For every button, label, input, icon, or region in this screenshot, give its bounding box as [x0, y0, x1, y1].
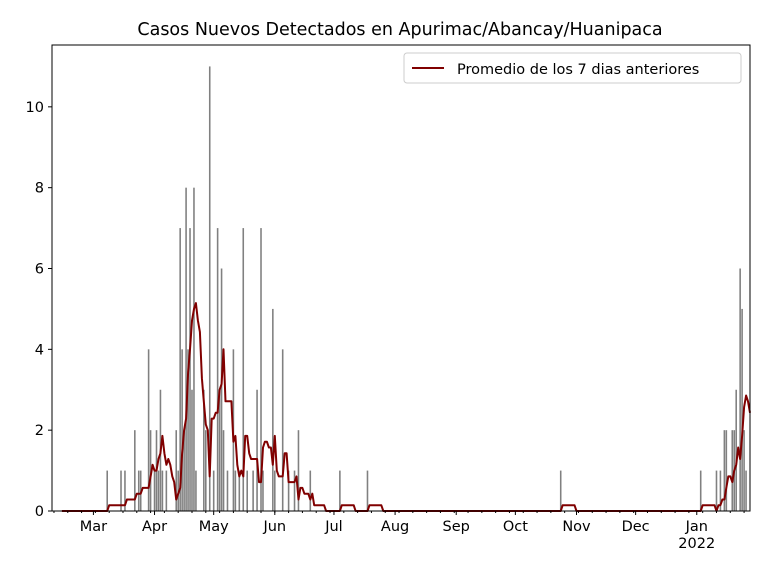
chart-title: Casos Nuevos Detectados en Apurimac/Aban… [137, 20, 662, 40]
bar-2021-10-24 [559, 470, 562, 511]
bar-2021-04-26 [203, 389, 205, 511]
plot-frame [51, 44, 751, 512]
bar-2021-03-22 [134, 430, 136, 511]
bar-2021-05-08 [226, 470, 229, 511]
bar-2022-01-13 [719, 470, 722, 511]
bar-2021-05-23 [256, 389, 258, 511]
bars-group [106, 66, 747, 511]
bar-2021-06-11 [293, 470, 296, 511]
x-tick-label: May [199, 519, 229, 535]
bar-2021-04-12 [175, 430, 178, 511]
bar-2021-05-31 [272, 308, 274, 511]
bar-2022-01-25 [743, 430, 745, 511]
bar-2021-04-22 [195, 470, 197, 511]
bar-2021-03-30 [149, 430, 152, 511]
bar-2021-05-18 [246, 470, 248, 511]
legend-label: Promedio de los 7 dias anteriores [457, 62, 699, 78]
y-tick-label: 6 [35, 262, 44, 278]
bar-2021-05-25 [260, 228, 262, 511]
bar-2021-06-01 [274, 470, 276, 511]
x-tick-label: Mar [80, 519, 107, 535]
bar-2021-04-18 [187, 349, 189, 511]
bar-2021-05-12 [234, 470, 237, 511]
bar-2021-04-14 [179, 228, 181, 511]
bar-2021-03-17 [124, 470, 126, 511]
bar-2021-03-15 [120, 470, 122, 511]
x-tick-label: Jan 2022 [678, 519, 715, 552]
x-tick-label: Jul [324, 519, 343, 535]
bar-2021-04-20 [191, 389, 193, 511]
bar-2021-04-29 [208, 66, 211, 511]
y-tick-label: 10 [26, 100, 44, 116]
x-axis: Mar Apr May Jun Jul Aug Sep Oct Nov Dec Jan 2022 [53, 511, 745, 552]
bar-2021-03-29 [147, 349, 150, 511]
bar-2022-01-26 [745, 470, 747, 511]
y-tick-label: 8 [35, 181, 44, 197]
x-tick-label: Jun [262, 519, 286, 535]
bar-2021-05-26 [262, 470, 264, 511]
bar-2021-05-03 [216, 228, 219, 511]
bar-2022-01-23 [739, 268, 741, 511]
bar-2022-01-11 [715, 470, 718, 511]
bar-2021-03-08 [106, 470, 108, 511]
bar-2021-04-19 [189, 228, 191, 511]
bar-2021-03-24 [137, 470, 140, 511]
bar-2021-05-14 [238, 470, 241, 511]
y-tick-label: 4 [35, 342, 44, 358]
x-tick-label: Oct [503, 519, 528, 535]
bar-2021-05-21 [252, 470, 254, 511]
bar-2021-07-04 [339, 470, 341, 511]
y-tick-label: 0 [35, 504, 44, 520]
bar-2021-04-01 [153, 470, 156, 511]
bar-2022-01-24 [741, 308, 743, 511]
bar-2021-06-08 [287, 470, 290, 511]
bar-2021-04-03 [157, 470, 160, 511]
bar-2021-04-21 [193, 187, 195, 511]
bar-2022-01-21 [735, 389, 737, 511]
bar-2021-05-16 [242, 228, 245, 511]
x-tick-label: Apr [142, 519, 167, 535]
bar-2021-04-15 [181, 349, 183, 511]
bar-2021-05-05 [220, 268, 223, 511]
x-tick-label: Sep [443, 519, 470, 535]
bar-2021-07-18 [366, 470, 369, 511]
x-tick-label: Dec [622, 519, 650, 535]
y-tick-label: 2 [35, 423, 44, 439]
bar-2021-05-04 [218, 389, 221, 511]
bar-2022-01-19 [731, 430, 734, 511]
avg-line [61, 302, 751, 512]
bar-2021-04-17 [185, 187, 187, 511]
bar-2021-05-06 [222, 430, 225, 511]
legend: Promedio de los 7 dias anteriores [403, 52, 742, 84]
bar-2022-01-03 [699, 470, 702, 511]
bar-2022-01-15 [723, 430, 726, 511]
bar-2022-01-16 [725, 430, 728, 511]
bar-2021-04-07 [165, 470, 168, 511]
x-tick-label: Nov [562, 519, 591, 535]
bar-2021-06-13 [297, 430, 300, 511]
bar-2021-06-05 [281, 349, 284, 511]
bar-2021-05-01 [212, 470, 215, 511]
bar-2021-06-19 [309, 470, 312, 511]
bar-2021-04-05 [161, 470, 164, 511]
x-tick-label: Aug [381, 519, 409, 535]
bar-2021-04-27 [205, 430, 207, 511]
y-axis: 0 2 4 6 8 10 [26, 100, 52, 520]
bar-2021-04-16 [183, 430, 185, 511]
